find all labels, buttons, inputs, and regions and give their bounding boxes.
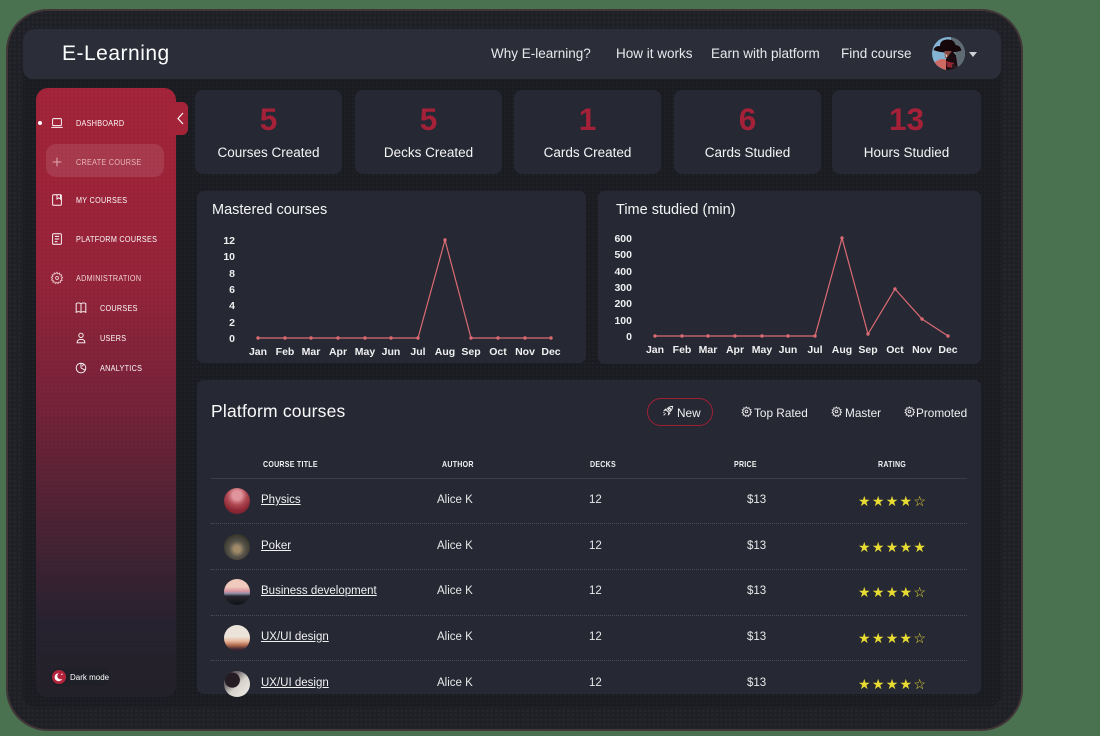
svg-text:Dec: Dec: [541, 346, 560, 358]
svg-text:May: May: [752, 344, 773, 356]
svg-text:Mar: Mar: [699, 344, 718, 356]
svg-text:200: 200: [614, 298, 632, 310]
svg-text:400: 400: [614, 266, 632, 278]
svg-text:Time studied (min): Time studied (min): [616, 202, 736, 218]
svg-text:Feb: Feb: [276, 346, 295, 358]
svg-text:6: 6: [229, 284, 235, 296]
svg-text:10: 10: [223, 251, 235, 263]
svg-text:600: 600: [614, 233, 632, 245]
svg-text:300: 300: [614, 282, 632, 294]
svg-text:100: 100: [614, 315, 632, 327]
svg-text:Jun: Jun: [382, 346, 401, 358]
svg-text:Nov: Nov: [515, 346, 535, 358]
svg-text:Jul: Jul: [410, 346, 425, 358]
svg-text:0: 0: [626, 331, 632, 343]
svg-text:Oct: Oct: [886, 344, 904, 356]
svg-text:Jun: Jun: [779, 344, 798, 356]
svg-text:8: 8: [229, 268, 235, 280]
svg-text:4: 4: [229, 300, 235, 312]
svg-text:Jul: Jul: [807, 344, 822, 356]
svg-text:Dec: Dec: [938, 344, 957, 356]
svg-text:Oct: Oct: [489, 346, 507, 358]
svg-text:Jan: Jan: [646, 344, 664, 356]
svg-text:Feb: Feb: [673, 344, 692, 356]
svg-text:500: 500: [614, 249, 632, 261]
svg-text:12: 12: [223, 235, 235, 247]
svg-text:0: 0: [229, 333, 235, 345]
svg-text:Aug: Aug: [832, 344, 852, 356]
svg-text:Mastered courses: Mastered courses: [212, 202, 327, 218]
svg-text:Sep: Sep: [858, 344, 877, 356]
svg-text:May: May: [355, 346, 376, 358]
svg-text:2: 2: [229, 317, 235, 329]
svg-text:Mar: Mar: [302, 346, 321, 358]
svg-text:Nov: Nov: [912, 344, 932, 356]
svg-text:Apr: Apr: [329, 346, 347, 358]
svg-text:Apr: Apr: [726, 344, 744, 356]
svg-text:Sep: Sep: [461, 346, 480, 358]
svg-text:Jan: Jan: [249, 346, 267, 358]
svg-text:Aug: Aug: [435, 346, 455, 358]
